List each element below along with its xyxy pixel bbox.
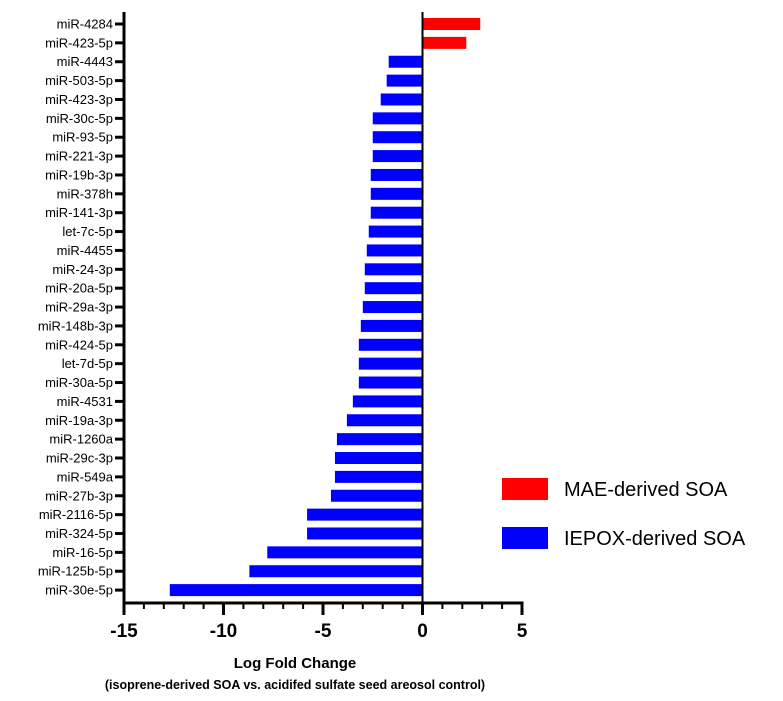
bar-miR-148b-3p xyxy=(360,319,423,332)
x-axis-subtitle: (isoprene-derived SOA vs. acidifed sulfa… xyxy=(105,678,485,692)
legend: MAE-derived SOA IEPOX-derived SOA xyxy=(502,478,746,550)
x-tick-label: -5 xyxy=(315,621,332,642)
bar-miR-423-3p xyxy=(380,93,423,106)
y-tick-label: miR-4284 xyxy=(57,17,113,32)
bar-miR-30a-5p xyxy=(358,376,423,389)
y-tick-label: miR-148b-3p xyxy=(38,318,113,333)
y-tick-label: miR-29a-3p xyxy=(45,300,113,315)
y-tick-label: miR-549a xyxy=(57,469,114,484)
bar-miR-378h xyxy=(370,187,423,200)
y-tick-label: miR-93-5p xyxy=(52,130,113,145)
x-tick-label: 0 xyxy=(417,621,428,642)
bar-miR-4284 xyxy=(422,18,481,30)
x-axis: -15 -10 -5 0 5 xyxy=(110,601,528,642)
y-tick-label: let-7c-5p xyxy=(62,224,113,239)
y-tick-label: miR-378h xyxy=(57,186,113,201)
bar-miR-4443 xyxy=(388,55,423,68)
y-tick-label: miR-423-3p xyxy=(45,92,113,107)
y-tick-label: miR-30e-5p xyxy=(45,583,113,598)
bar-miR-2116-5p xyxy=(307,508,423,521)
y-tick-label: miR-20a-5p xyxy=(45,281,113,296)
bar-miR-503-5p xyxy=(386,74,423,87)
legend-swatch xyxy=(502,527,548,549)
y-tick-label: miR-30c-5p xyxy=(46,111,113,126)
y-tick-label: miR-424-5p xyxy=(45,337,113,352)
bar-miR-549a xyxy=(334,470,423,483)
bar-miR-141-3p xyxy=(370,206,423,219)
bar-let-7d-5p xyxy=(358,357,423,370)
y-tick-label: miR-19b-3p xyxy=(45,167,113,182)
bar-miR-4531 xyxy=(352,395,423,408)
y-axis: miR-4284 miR-423-5p miR-4443 miR-503-5p miR-… xyxy=(38,12,126,604)
y-tick-label: miR-4455 xyxy=(57,243,113,258)
bar-miR-27b-3p xyxy=(330,489,423,502)
bar-miR-125b-5p xyxy=(249,565,423,578)
bars-layer xyxy=(169,18,481,597)
y-tick-label: miR-1260a xyxy=(49,432,113,447)
y-tick-label: miR-221-3p xyxy=(45,149,113,164)
bar-miR-19a-3p xyxy=(346,414,423,427)
bar-miR-29a-3p xyxy=(362,301,423,314)
bar-miR-423-5p xyxy=(422,36,467,49)
bar-miR-30e-5p xyxy=(169,584,423,597)
y-tick-label: miR-125b-5p xyxy=(38,564,113,579)
y-tick-label: miR-503-5p xyxy=(45,73,113,88)
x-axis-title: Log Fold Change xyxy=(234,655,356,672)
x-tick-label: -10 xyxy=(210,621,237,642)
y-tick-label: miR-141-3p xyxy=(45,205,113,220)
y-tick-label: miR-16-5p xyxy=(52,545,113,560)
bar-miR-4455 xyxy=(366,244,423,257)
bar-miR-30c-5p xyxy=(372,112,423,125)
x-tick-label: 5 xyxy=(517,621,528,642)
y-tick-label: miR-29c-3p xyxy=(46,451,113,466)
bar-miR-20a-5p xyxy=(364,282,423,295)
y-tick-label: miR-4443 xyxy=(57,54,113,69)
bar-let-7c-5p xyxy=(368,225,423,238)
y-tick-label: let-7d-5p xyxy=(62,356,113,371)
y-tick-label: miR-24-3p xyxy=(52,262,113,277)
bar-miR-424-5p xyxy=(358,338,423,351)
y-tick-label: miR-2116-5p xyxy=(39,507,113,522)
legend-swatch xyxy=(502,478,548,500)
bar-miR-324-5p xyxy=(307,527,423,540)
bar-miR-221-3p xyxy=(372,150,423,163)
bar-miR-19b-3p xyxy=(370,168,423,181)
bar-miR-1260a xyxy=(336,433,423,446)
bar-miR-29c-3p xyxy=(334,452,423,465)
legend-label: IEPOX-derived SOA xyxy=(564,528,746,550)
bar-miR-24-3p xyxy=(364,263,423,276)
y-tick-label: miR-30a-5p xyxy=(45,375,113,390)
y-tick-label: miR-324-5p xyxy=(45,526,113,541)
y-tick-label: miR-423-5p xyxy=(45,35,113,50)
legend-label: MAE-derived SOA xyxy=(564,479,728,501)
y-tick-label: miR-27b-3p xyxy=(45,488,113,503)
y-tick-label: miR-19a-3p xyxy=(45,413,113,428)
x-tick-label: -15 xyxy=(110,621,138,642)
bar-miR-93-5p xyxy=(372,131,423,144)
y-tick-label: miR-4531 xyxy=(57,394,113,409)
bar-miR-16-5p xyxy=(267,546,423,559)
